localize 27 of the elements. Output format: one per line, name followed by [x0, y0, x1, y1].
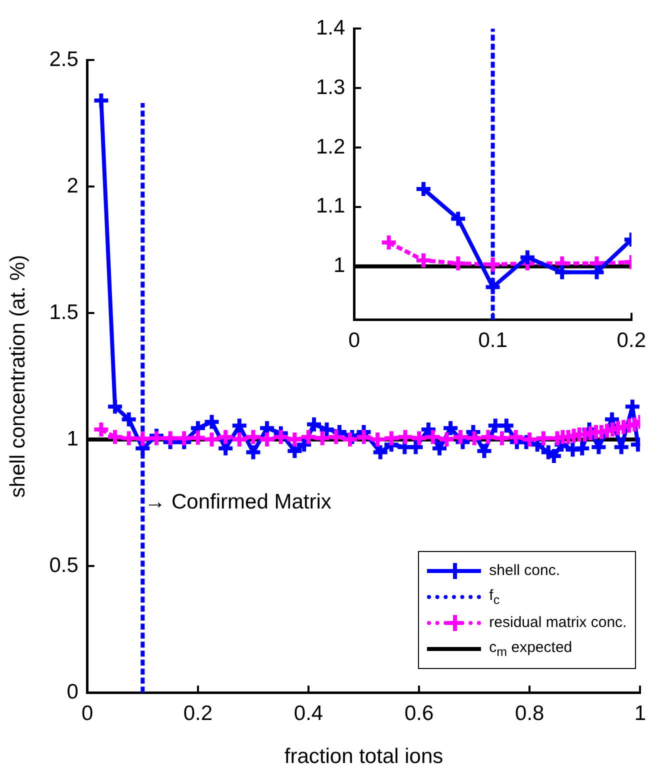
annotation: → Confirmed Matrix [144, 490, 332, 514]
x-tick-label: 0.1 [478, 329, 508, 352]
x-tick-label: 0.8 [515, 702, 544, 725]
y-axis-title: shell concentration (at. %) [6, 254, 30, 498]
x-tick-label: 0.2 [183, 702, 213, 725]
x-axis-title: fraction total ions [284, 745, 444, 768]
y-tick-label: 1 [334, 254, 346, 278]
y-tick-label: 0 [66, 680, 78, 704]
x-tick-label: 0.2 [616, 329, 646, 352]
x-tick-label: 0.4 [294, 702, 324, 725]
y-tick-label: 1.1 [316, 194, 346, 218]
y-tick-label: 0.5 [49, 554, 78, 577]
legend-label: shell conc. [489, 562, 560, 580]
legend-label: residual matrix conc. [489, 614, 627, 632]
y-tick-label: 2 [66, 174, 78, 198]
y-tick-label: 1.4 [316, 16, 346, 40]
y-tick-label: 1.3 [316, 76, 346, 99]
legend-label: c$_{m}$ expected [489, 638, 572, 659]
x-tick-label: 1 [634, 702, 646, 725]
x-tick-label: 0.6 [404, 702, 434, 725]
y-tick-label: 1.5 [49, 300, 78, 324]
y-tick-label: 1 [66, 427, 78, 450]
x-tick-label: 0 [82, 702, 94, 725]
x-tick-label: 0 [348, 329, 360, 352]
legend-label: f$_{c}$ [489, 586, 500, 607]
y-tick-label: 1.2 [316, 135, 346, 158]
y-tick-label: 2.5 [49, 48, 78, 71]
